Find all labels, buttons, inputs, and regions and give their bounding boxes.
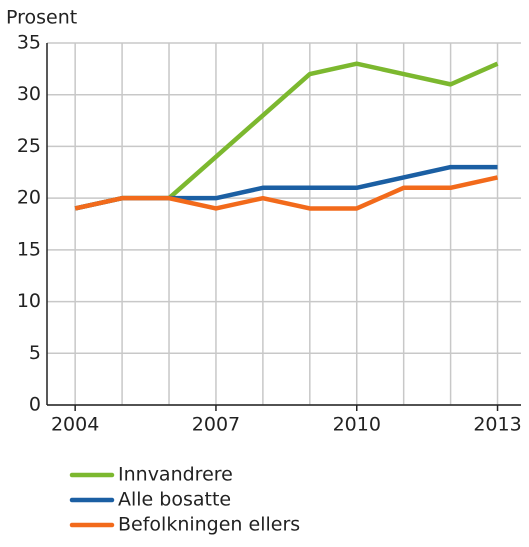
legend-label: Innvandrere: [118, 464, 233, 486]
legend-label: Alle bosatte: [118, 489, 231, 511]
y-tick-label: 20: [17, 187, 41, 209]
legend-label: Befolkningen ellers: [118, 514, 300, 536]
y-tick-label: 5: [29, 342, 41, 364]
x-tick-label: 2004: [51, 414, 99, 436]
y-tick-label: 10: [17, 290, 41, 312]
x-tick-label: 2010: [333, 414, 381, 436]
x-tick-label: 2013: [473, 414, 521, 436]
y-tick-label: 25: [17, 135, 41, 157]
y-tick-label: 30: [17, 83, 41, 105]
x-tick-label: 2007: [192, 414, 240, 436]
y-tick-label: 15: [17, 238, 41, 260]
y-tick-label: 0: [29, 394, 41, 416]
y-tick-label: 35: [17, 32, 41, 54]
y-axis-label: Prosent: [6, 7, 77, 29]
series-line: [74, 175, 499, 211]
